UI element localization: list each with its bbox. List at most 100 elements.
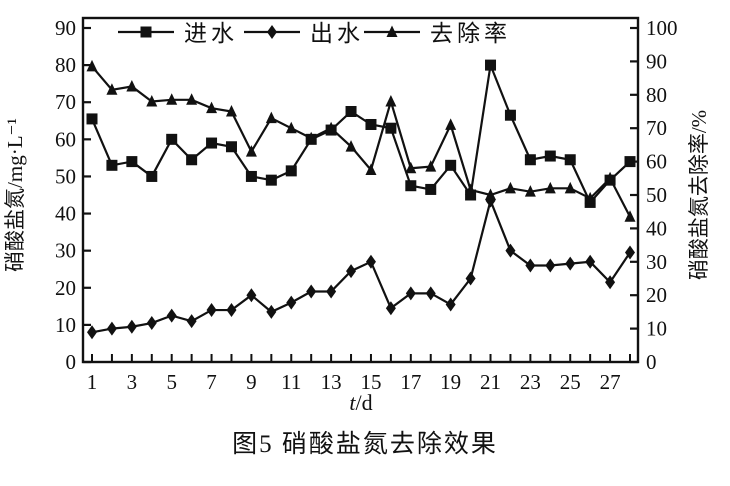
triangle-marker-icon <box>285 121 297 134</box>
triangle-marker-icon <box>325 121 337 134</box>
legend-label-influent: 进水 <box>184 21 238 46</box>
legend-label-effluent: 出水 <box>310 21 364 46</box>
left-tick-label: 60 <box>55 127 76 151</box>
diamond-marker-icon <box>226 303 237 318</box>
x-tick-label: 11 <box>281 370 301 394</box>
x-tick-label: 9 <box>246 370 257 394</box>
triangle-marker-icon <box>445 118 457 130</box>
triangle-marker-icon <box>186 93 198 105</box>
triangle-marker-icon <box>425 160 437 172</box>
square-marker-icon <box>166 133 178 145</box>
left-tick-label: 10 <box>55 313 76 337</box>
left-tick-label: 70 <box>55 90 76 114</box>
right-tick-label: 90 <box>646 49 667 73</box>
diamond-marker-icon <box>267 25 277 39</box>
diamond-marker-icon <box>625 245 635 260</box>
square-marker-icon <box>245 170 257 182</box>
triangle-marker-icon <box>225 105 237 117</box>
diamond-marker-icon <box>286 295 297 310</box>
triangle-marker-icon <box>385 94 397 107</box>
left-tick-label: 20 <box>55 276 76 300</box>
square-marker-icon <box>225 141 237 153</box>
series-line-effluent <box>91 197 631 334</box>
square-marker-icon <box>385 122 397 134</box>
diamond-marker-icon <box>126 319 137 334</box>
diamond-marker-icon <box>186 314 197 329</box>
x-tick-label: 5 <box>166 370 177 394</box>
square-marker-icon <box>564 154 576 166</box>
square-marker-icon <box>425 183 437 195</box>
series-influent <box>86 59 636 208</box>
right-tick-label: 80 <box>646 83 667 107</box>
triangle-marker-icon <box>126 79 138 92</box>
triangle-marker-icon <box>345 140 357 152</box>
square-marker-icon <box>146 170 158 182</box>
right-tick-label: 30 <box>646 250 667 274</box>
right-axis: 0 10 20 30 40 50 60 70 80 90 100 <box>630 16 678 374</box>
diamond-marker-icon <box>405 286 416 301</box>
right-tick-label: 40 <box>646 216 667 240</box>
triangle-marker-icon <box>504 181 516 194</box>
left-tick-label: 30 <box>55 239 76 263</box>
x-tick-label: 7 <box>206 370 217 394</box>
x-tick-label: 21 <box>480 370 501 394</box>
left-tick-label: 40 <box>55 202 76 226</box>
series-line-influent <box>90 60 631 205</box>
x-tick-label: 25 <box>560 370 581 394</box>
square-marker-icon <box>624 156 636 168</box>
right-tick-label: 60 <box>646 150 667 174</box>
x-tick-label: 27 <box>600 370 621 394</box>
diamond-marker-icon <box>365 254 376 269</box>
square-marker-icon <box>465 189 477 201</box>
triangle-marker-icon <box>604 171 616 184</box>
left-tick-label: 0 <box>66 350 77 374</box>
square-marker-icon <box>265 174 277 186</box>
triangle-marker-icon <box>386 25 398 37</box>
right-tick-label: 0 <box>646 350 657 374</box>
diamond-marker-icon <box>106 321 117 336</box>
diamond-marker-icon <box>87 325 97 340</box>
triangle-marker-icon <box>86 59 98 72</box>
square-marker-icon <box>140 26 152 38</box>
triangle-marker-icon <box>405 161 417 174</box>
right-axis-title: 硝酸盐氮去除率/% <box>687 110 711 280</box>
legend-label-removal-rate: 去除率 <box>430 21 511 46</box>
diamond-marker-icon <box>385 301 396 316</box>
left-axis: 0 10 20 30 40 50 60 70 80 90 <box>55 16 91 374</box>
square-marker-icon <box>126 156 138 168</box>
square-marker-icon <box>504 109 516 121</box>
square-marker-icon <box>544 150 556 162</box>
legend: 进水 出水 去除率 <box>118 21 511 46</box>
square-marker-icon <box>405 180 417 192</box>
x-tick-label: 1 <box>87 370 98 394</box>
diamond-marker-icon <box>246 288 257 303</box>
diamond-marker-icon <box>346 264 357 279</box>
figure-caption: 图5 硝酸盐氮去除效果 <box>232 430 498 458</box>
plot-border <box>81 16 640 364</box>
left-tick-label: 80 <box>55 53 76 77</box>
triangle-marker-icon <box>106 83 118 95</box>
x-axis: 1 3 5 7 9 11 13 15 17 19 21 23 25 27 <box>87 354 631 394</box>
right-tick-label: 50 <box>646 183 667 207</box>
diamond-marker-icon <box>425 286 436 301</box>
diamond-marker-icon <box>565 256 576 271</box>
series-line-removal-rate <box>91 65 631 218</box>
square-marker-icon <box>345 106 357 117</box>
triangle-marker-icon <box>485 188 497 200</box>
triangle-marker-icon <box>564 181 576 194</box>
diamond-marker-icon <box>166 308 177 323</box>
x-tick-label: 3 <box>127 370 138 394</box>
square-marker-icon <box>285 165 297 177</box>
left-axis-title: 硝酸盐氮/mg·L⁻¹ <box>3 118 27 272</box>
diamond-marker-icon <box>525 258 536 273</box>
x-tick-label: 19 <box>440 370 461 394</box>
x-tick-label: 15 <box>360 370 381 394</box>
right-tick-label: 100 <box>646 16 678 40</box>
x-axis-title: t/d <box>349 390 372 415</box>
triangle-marker-icon <box>544 181 556 194</box>
triangle-marker-icon <box>146 94 158 107</box>
triangle-marker-icon <box>584 191 596 204</box>
triangle-marker-icon <box>465 183 477 195</box>
